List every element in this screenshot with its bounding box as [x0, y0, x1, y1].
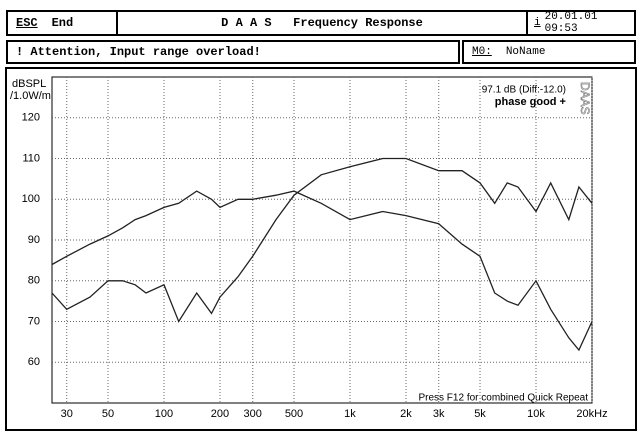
x-tick-label: 10k: [527, 408, 545, 420]
y-tick-label: 70: [28, 315, 40, 327]
chart-frame: [5, 67, 637, 431]
annotation: 97.1 dB (Diff:-12.0): [482, 85, 566, 96]
x-tick-label: 5k: [474, 408, 486, 420]
x-tick-label: 2k: [400, 408, 412, 420]
memory-key: M0:: [472, 46, 492, 58]
message: ! Attention, Input range overload!: [16, 45, 261, 59]
y-tick-label: 80: [28, 275, 40, 287]
response-curve: [51, 157, 593, 323]
title: D A A S Frequency Response: [116, 10, 528, 36]
key-label: End: [51, 16, 74, 30]
status-message: ! Attention, Input range overload!: [6, 40, 460, 64]
x-tick-label: 500: [285, 408, 303, 420]
esc-button[interactable]: ESC End: [6, 10, 118, 36]
y-tick-label: 110: [22, 152, 40, 164]
y-tick-label: 60: [28, 356, 40, 368]
title-text: D A A S Frequency Response: [221, 16, 423, 30]
x-tick-label: 100: [155, 408, 173, 420]
memory[interactable]: M0: NoName: [462, 40, 636, 64]
annotation: Press F12 for combined Quick Repeat: [418, 393, 588, 404]
y-tick-label: 90: [28, 234, 40, 246]
info-key: i: [534, 17, 541, 29]
x-tick-label: 20kHz: [576, 408, 607, 420]
memory-name: NoName: [505, 46, 546, 58]
datetime: 20.01.01 09:53: [544, 11, 598, 35]
y-label: dBSPL: [12, 78, 46, 90]
y-tick-label: 120: [22, 112, 40, 124]
info[interactable]: i 20.01.01 09:53: [526, 10, 636, 36]
response-curve: [51, 190, 593, 352]
x-tick-label: 300: [244, 408, 262, 420]
watermark: DAAS: [578, 82, 592, 115]
y-label: /1.0W/m: [10, 90, 51, 102]
y-tick-label: 100: [22, 193, 40, 205]
x-tick-label: 50: [102, 408, 114, 420]
x-tick-label: 3k: [433, 408, 445, 420]
annotation: phase good +: [495, 96, 566, 108]
x-tick-label: 30: [61, 408, 73, 420]
key: ESC: [16, 16, 38, 30]
x-tick-label: 1k: [344, 408, 356, 420]
x-tick-label: 200: [211, 408, 229, 420]
